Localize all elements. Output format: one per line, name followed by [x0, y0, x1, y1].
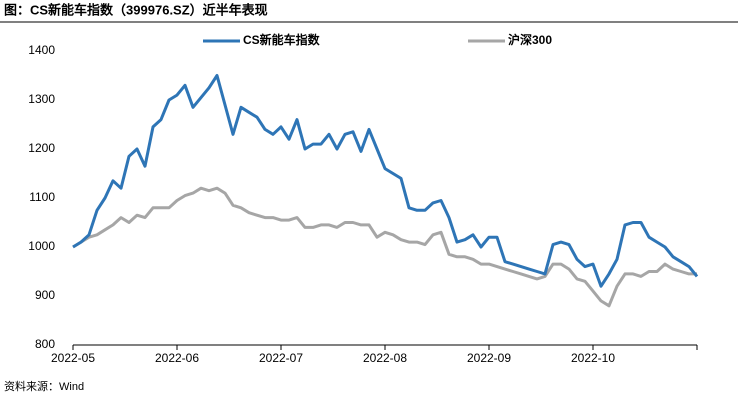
y-tick-label: 1200	[28, 141, 55, 155]
x-tick-label: 2022-06	[155, 351, 199, 365]
y-tick-label: 1400	[28, 43, 55, 57]
series-line	[72, 186, 697, 308]
source-note: 资料来源：Wind	[4, 379, 84, 393]
x-tick-label: 2022-07	[259, 351, 303, 365]
x-tick-label: 2022-05	[51, 351, 95, 365]
legend-label: 沪深300	[508, 32, 552, 47]
series-line	[72, 74, 699, 288]
x-tick-label: 2022-10	[571, 351, 615, 365]
x-tick-label: 2022-08	[363, 351, 407, 365]
y-tick-label: 1300	[28, 92, 55, 106]
y-tick-label: 800	[35, 337, 55, 351]
y-tick-label: 1100	[29, 190, 55, 204]
y-tick-label: 1000	[28, 239, 55, 253]
chart-title: 图：CS新能车指数（399976.SZ）近半年表现	[4, 2, 268, 17]
x-tick-label: 2022-09	[467, 351, 511, 365]
y-tick-label: 900	[35, 288, 55, 302]
legend-label: CS新能车指数	[243, 32, 321, 47]
